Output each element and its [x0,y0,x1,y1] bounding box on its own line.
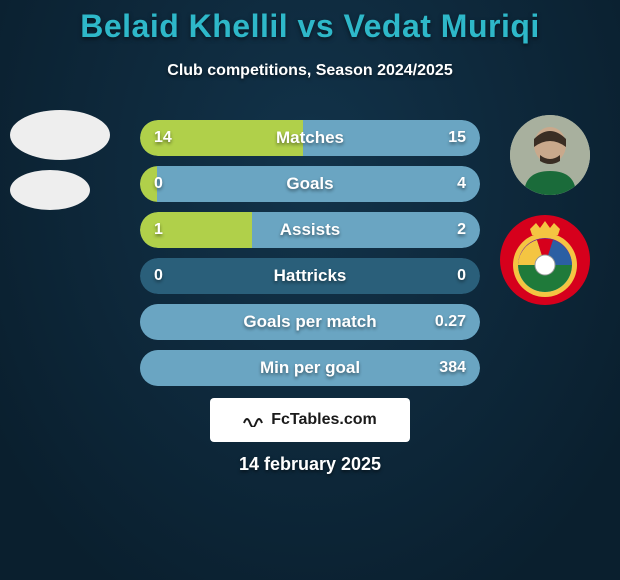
stat-label: Goals [140,166,480,202]
stat-row: 0Hattricks0 [140,258,480,294]
source-text: FcTables.com [271,411,377,429]
team2-badge [500,215,590,305]
stat-value-right: 4 [457,166,466,202]
stat-label: Matches [140,120,480,156]
stat-row: Min per goal384 [140,350,480,386]
stat-value-right: 2 [457,212,466,248]
stat-row: Goals per match0.27 [140,304,480,340]
player1-avatar [10,110,110,160]
stat-row: 0Goals4 [140,166,480,202]
stat-value-right: 384 [439,350,466,386]
stat-label: Goals per match [140,304,480,340]
club-crest-icon [500,215,590,305]
date-label: 14 february 2025 [0,454,620,475]
player2-avatar [510,115,590,195]
source-badge[interactable]: FcTables.com [210,398,410,442]
stat-row: 14Matches15 [140,120,480,156]
stat-label: Min per goal [140,350,480,386]
stat-value-right: 0 [457,258,466,294]
team1-badge [10,170,90,210]
page-subtitle: Club competitions, Season 2024/2025 [0,62,620,80]
wave-icon [243,411,265,430]
comparison-card: Belaid Khellil vs Vedat Muriqi Club comp… [0,0,620,580]
stat-value-right: 15 [448,120,466,156]
stat-label: Hattricks [140,258,480,294]
stats-container: 14Matches150Goals41Assists20Hattricks0Go… [140,120,480,396]
player-silhouette-icon [510,115,590,195]
stat-row: 1Assists2 [140,212,480,248]
stat-value-right: 0.27 [435,304,466,340]
stat-label: Assists [140,212,480,248]
page-title: Belaid Khellil vs Vedat Muriqi [0,8,620,45]
